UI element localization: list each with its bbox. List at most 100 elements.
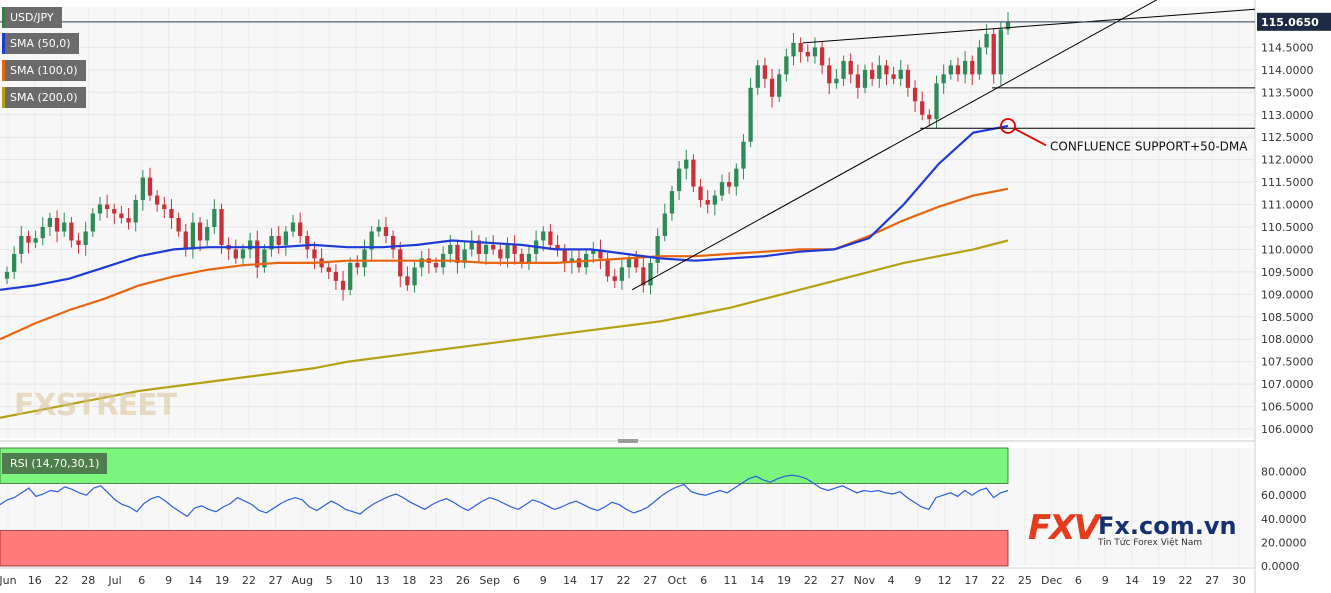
sma200-swatch bbox=[2, 87, 5, 108]
y-tick-label: 114.5000 bbox=[1261, 41, 1314, 54]
upper-trendline bbox=[802, 8, 1256, 44]
candle-body bbox=[576, 258, 582, 268]
sma50-label: SMA (50,0) bbox=[10, 37, 71, 50]
candle-body bbox=[104, 204, 110, 210]
candle-body bbox=[26, 235, 31, 243]
candle-body bbox=[333, 271, 339, 281]
candle-body bbox=[912, 87, 918, 102]
x-tick-label: 28 bbox=[81, 574, 95, 587]
candle-body bbox=[262, 249, 267, 268]
candle-body bbox=[834, 78, 839, 84]
candle-body bbox=[598, 249, 603, 259]
candle-body bbox=[712, 195, 717, 205]
x-tick-label: 27 bbox=[1205, 574, 1219, 587]
x-tick-label: 22 bbox=[242, 574, 256, 587]
candle-body bbox=[805, 51, 810, 57]
candle-body bbox=[190, 222, 196, 250]
candle-body bbox=[819, 47, 825, 66]
candle-body bbox=[755, 65, 760, 88]
x-tick-label: 9 bbox=[1102, 574, 1109, 587]
candle-body bbox=[398, 249, 403, 277]
candle-body bbox=[784, 56, 789, 75]
last-price-tag bbox=[1257, 12, 1331, 31]
brand-logo[interactable]: FXV Fx.com.vn Tin Tức Forex Việt Nam bbox=[1028, 508, 1237, 548]
candle-body bbox=[312, 249, 317, 259]
rsi-label: RSI (14,70,30,1) bbox=[10, 457, 100, 470]
candle-body bbox=[4, 271, 10, 279]
candle-body bbox=[812, 47, 818, 57]
x-tick-label: 14 bbox=[563, 574, 577, 587]
candle-body bbox=[898, 69, 903, 79]
candle-body bbox=[405, 276, 410, 286]
x-tick-label: Dec bbox=[1041, 574, 1062, 587]
candle-body bbox=[555, 244, 560, 250]
rsi-line bbox=[0, 474, 1009, 518]
pane-resize-handle bbox=[618, 439, 638, 443]
sma50-swatch bbox=[2, 33, 5, 54]
x-tick-label: 5 bbox=[326, 574, 333, 587]
annotation-arrow bbox=[1014, 128, 1047, 147]
last-price-label: 115.0650 bbox=[1261, 16, 1319, 29]
sma50-tag[interactable]: SMA (50,0) bbox=[2, 33, 79, 54]
x-tick-label: 9 bbox=[914, 574, 921, 587]
y-tick-label: 106.5000 bbox=[1261, 401, 1314, 414]
candle-body bbox=[283, 231, 288, 245]
candle-body bbox=[47, 218, 53, 227]
candle-body bbox=[634, 258, 639, 268]
rsi-tag[interactable]: RSI (14,70,30,1) bbox=[2, 453, 108, 474]
candle-body bbox=[448, 244, 453, 254]
y-tick-label: 112.0000 bbox=[1261, 154, 1314, 167]
y-tick-label: 114.0000 bbox=[1261, 64, 1314, 77]
y-tick-label: 110.5000 bbox=[1261, 221, 1314, 234]
x-tick-label: 14 bbox=[1125, 574, 1139, 587]
sma50-line bbox=[0, 124, 1009, 291]
x-tick-label: 25 bbox=[1018, 574, 1032, 587]
x-tick-label: 10 bbox=[349, 574, 363, 587]
x-tick-label: Sep bbox=[479, 574, 500, 587]
candle-body bbox=[205, 226, 210, 241]
x-tick-label: 22 bbox=[55, 574, 69, 587]
x-tick-label: 14 bbox=[750, 574, 764, 587]
x-tick-label: 16 bbox=[28, 574, 42, 587]
candle-body bbox=[870, 69, 875, 79]
candle-body bbox=[212, 209, 217, 227]
candle-body bbox=[927, 114, 932, 120]
candle-body bbox=[648, 262, 653, 286]
y-tick-label: 112.5000 bbox=[1261, 131, 1314, 144]
candle-body bbox=[369, 231, 374, 250]
y-tick-label: 108.5000 bbox=[1261, 311, 1314, 324]
y-tick-label: 113.0000 bbox=[1261, 109, 1314, 122]
candle-body bbox=[33, 238, 38, 243]
candle-body bbox=[183, 231, 188, 250]
candle-body bbox=[920, 101, 925, 115]
sma100-tag[interactable]: SMA (100,0) bbox=[2, 60, 86, 81]
candle-body bbox=[298, 222, 303, 236]
candle-body bbox=[69, 222, 74, 241]
sma200-tag[interactable]: SMA (200,0) bbox=[2, 87, 86, 108]
x-tick-label: 27 bbox=[643, 574, 657, 587]
y-tick-label: 110.0000 bbox=[1261, 243, 1314, 256]
sma200-line bbox=[0, 239, 1009, 419]
rsi-y-tick-label: 40.0000 bbox=[1261, 513, 1307, 526]
candle-body bbox=[1005, 21, 1011, 30]
candle-body bbox=[469, 240, 474, 250]
x-tick-label: 6 bbox=[138, 574, 145, 587]
y-tick-label: 106.0000 bbox=[1261, 423, 1314, 436]
candle-body bbox=[326, 267, 331, 272]
symbol-tag[interactable]: USD/JPY bbox=[2, 7, 62, 28]
x-tick-label: 30 bbox=[1232, 574, 1246, 587]
x-tick-label: 6 bbox=[513, 574, 520, 587]
x-tick-label: 19 bbox=[777, 574, 791, 587]
candle-body bbox=[62, 222, 67, 232]
candle-body bbox=[962, 60, 968, 75]
candle-body bbox=[83, 231, 88, 245]
candle-body bbox=[970, 60, 975, 75]
symbol-label: USD/JPY bbox=[10, 11, 54, 24]
rsi-y-tick-label: 80.0000 bbox=[1261, 466, 1307, 479]
candle-body bbox=[19, 235, 24, 254]
candle-body bbox=[727, 182, 732, 187]
x-tick-label: 17 bbox=[964, 574, 978, 587]
candle-body bbox=[562, 249, 567, 263]
candle-body bbox=[762, 65, 768, 79]
candle-body bbox=[390, 235, 396, 250]
